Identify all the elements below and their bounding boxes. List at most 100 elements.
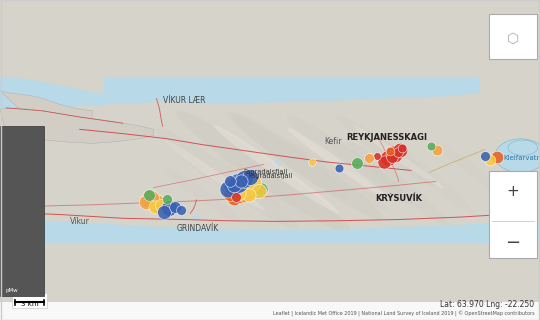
Point — [427, 143, 435, 148]
Text: Leaflet | Icelandic Met Office 2019 | National Land Survey of Iceland 2019 | © O: Leaflet | Icelandic Met Office 2019 | Na… — [273, 310, 535, 317]
Ellipse shape — [157, 128, 298, 228]
Point — [229, 184, 238, 189]
Ellipse shape — [225, 111, 352, 200]
Point — [152, 200, 161, 205]
Point — [160, 210, 169, 215]
Ellipse shape — [275, 160, 280, 164]
Text: pMw: pMw — [5, 288, 18, 293]
Polygon shape — [0, 200, 3, 212]
Polygon shape — [104, 77, 478, 103]
Polygon shape — [0, 77, 153, 108]
Point — [163, 196, 171, 201]
Point — [242, 179, 251, 184]
Ellipse shape — [218, 155, 309, 220]
Point — [248, 185, 257, 190]
Point — [386, 148, 394, 153]
Text: Fagradalsfjall: Fagradalsfjall — [243, 169, 287, 175]
Ellipse shape — [495, 139, 540, 172]
Ellipse shape — [347, 141, 451, 228]
Ellipse shape — [287, 140, 388, 211]
Point — [240, 176, 248, 181]
Point — [247, 176, 256, 181]
Point — [246, 191, 255, 196]
Point — [390, 151, 399, 156]
Point — [246, 174, 255, 179]
Ellipse shape — [231, 113, 382, 220]
Point — [232, 194, 241, 199]
Point — [383, 156, 392, 161]
Point — [307, 159, 316, 164]
Point — [252, 189, 261, 195]
Point — [229, 188, 238, 193]
Point — [485, 157, 494, 163]
Ellipse shape — [287, 128, 388, 198]
Text: −: − — [505, 234, 521, 252]
Point — [365, 156, 374, 161]
Text: VÍKUR LÆR: VÍKUR LÆR — [163, 96, 205, 105]
Point — [397, 145, 406, 150]
Text: +: + — [507, 185, 519, 199]
Ellipse shape — [436, 142, 509, 199]
Point — [230, 196, 239, 201]
Point — [492, 154, 501, 159]
Point — [238, 184, 247, 189]
Ellipse shape — [336, 115, 437, 187]
Ellipse shape — [278, 164, 281, 167]
Ellipse shape — [165, 140, 265, 211]
Text: Víkur: Víkur — [70, 218, 90, 227]
Point — [236, 188, 245, 193]
Point — [387, 154, 396, 159]
Ellipse shape — [325, 135, 412, 204]
Point — [226, 179, 234, 184]
Point — [141, 200, 150, 205]
Point — [248, 181, 257, 186]
Text: Kefir: Kefir — [324, 137, 341, 146]
Point — [236, 192, 245, 197]
Ellipse shape — [193, 215, 200, 219]
Point — [171, 205, 179, 210]
Point — [226, 191, 234, 196]
Polygon shape — [0, 108, 153, 143]
Point — [242, 184, 251, 189]
Polygon shape — [0, 220, 540, 243]
Point — [379, 159, 388, 164]
Ellipse shape — [354, 125, 444, 189]
Point — [240, 194, 248, 199]
Point — [244, 192, 253, 197]
Text: KRÝSUVÍK: KRÝSUVÍK — [375, 194, 422, 203]
Text: GRINDAVÍK: GRINDAVÍK — [177, 224, 219, 233]
Point — [393, 149, 402, 155]
Point — [255, 188, 264, 193]
Ellipse shape — [213, 125, 339, 213]
Point — [353, 161, 361, 166]
Ellipse shape — [287, 116, 413, 204]
Point — [224, 187, 233, 192]
Polygon shape — [0, 91, 92, 125]
Text: Kleifarvatn: Kleifarvatn — [504, 155, 540, 161]
Point — [433, 147, 441, 152]
Text: ⬡: ⬡ — [507, 31, 519, 45]
Point — [234, 182, 242, 187]
Point — [234, 185, 242, 190]
Point — [146, 196, 154, 201]
Point — [247, 186, 256, 191]
Point — [164, 206, 173, 211]
Point — [150, 205, 159, 210]
Point — [228, 185, 237, 190]
Point — [481, 153, 489, 158]
Point — [177, 208, 185, 213]
Text: 3 km: 3 km — [21, 301, 38, 307]
Text: REYKJANESSKAGI: REYKJANESSKAGI — [346, 133, 427, 142]
Point — [230, 182, 239, 187]
Point — [334, 165, 343, 171]
Text: Fagradalsfjall: Fagradalsfjall — [248, 173, 292, 179]
Ellipse shape — [387, 141, 472, 212]
Ellipse shape — [508, 140, 537, 156]
Point — [256, 186, 265, 191]
Ellipse shape — [165, 168, 240, 222]
Point — [236, 179, 245, 184]
Polygon shape — [0, 145, 5, 157]
Point — [244, 180, 253, 185]
Ellipse shape — [176, 110, 352, 235]
Point — [157, 202, 165, 207]
